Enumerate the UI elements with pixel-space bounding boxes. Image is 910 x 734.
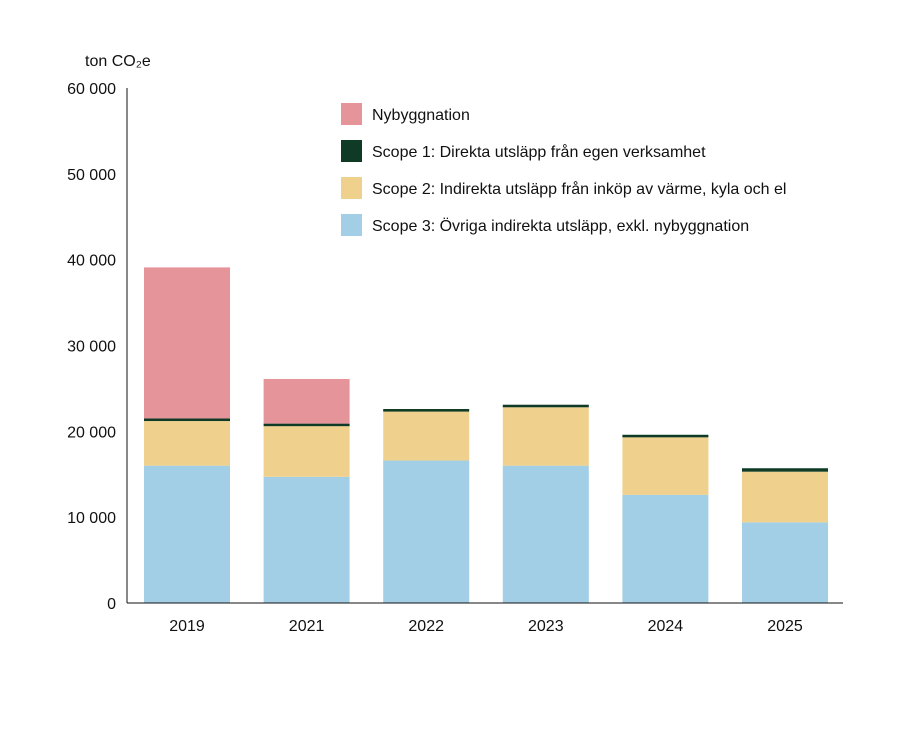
legend-label: Scope 3: Övriga indirekta utsläpp, exkl.…	[372, 217, 749, 235]
bar-segment	[144, 267, 230, 419]
bar-segment	[263, 476, 350, 603]
bar-segment	[383, 409, 470, 412]
bar-segment	[742, 522, 828, 603]
bar-segment	[622, 437, 709, 495]
x-tick-label: 2021	[289, 618, 325, 635]
y-tick-label: 40 000	[67, 253, 116, 270]
legend-label: Nybyggnation	[372, 107, 470, 124]
bar-segment	[502, 404, 589, 408]
bar-segment	[144, 421, 230, 466]
legend-label: Scope 1: Direkta utsläpp från egen verks…	[372, 143, 706, 161]
y-tick-label: 10 000	[67, 510, 116, 527]
bar-segment	[742, 471, 828, 523]
bar-segment	[144, 418, 230, 422]
x-tick-label: 2022	[408, 618, 444, 635]
y-axis-unit-label: ton CO₂e	[85, 53, 151, 70]
y-tick-label: 50 000	[67, 167, 116, 184]
bar-segment	[742, 468, 828, 472]
bar-segment	[144, 465, 230, 603]
x-tick-label: 2019	[169, 618, 205, 635]
y-tick-label: 20 000	[67, 424, 116, 441]
bar-segment	[622, 494, 709, 603]
bar-segment	[383, 411, 470, 461]
x-tick-label: 2025	[767, 618, 803, 635]
x-tick-label: 2023	[528, 618, 564, 635]
bar-segment	[263, 423, 350, 427]
y-tick-label: 60 000	[67, 81, 116, 98]
y-tick-label: 0	[107, 596, 116, 613]
y-tick-label: 30 000	[67, 339, 116, 356]
y-axis: 0 10 000 20 000 30 000 40 000 50 000 60 000	[67, 81, 116, 613]
bar-segment	[502, 407, 589, 466]
bar-segment	[622, 434, 709, 438]
x-axis: 2019 2021 2022 2023 2024 2025	[169, 618, 803, 635]
x-tick-label: 2024	[648, 618, 684, 635]
legend-swatch	[341, 214, 362, 236]
bars	[144, 267, 828, 603]
bar-segment	[263, 378, 350, 424]
bar-segment	[263, 426, 350, 477]
bar-segment	[383, 460, 470, 603]
bar-segment	[502, 465, 589, 603]
legend: Nybyggnation Scope 1: Direkta utsläpp frå…	[341, 103, 786, 236]
legend-swatch	[341, 140, 362, 162]
legend-swatch	[341, 103, 362, 125]
legend-label: Scope 2: Indirekta utsläpp från inköp av…	[372, 180, 786, 198]
legend-swatch	[341, 177, 362, 199]
